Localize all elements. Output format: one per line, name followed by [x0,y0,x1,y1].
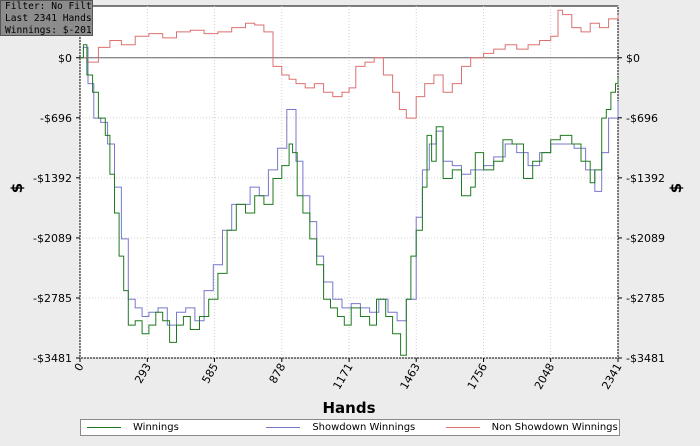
legend-label-winnings: Winnings [133,422,179,433]
y-tick-label: -$2089 [626,232,665,245]
series-line-winnings [80,44,619,356]
y-tick-label: -$3481 [626,352,665,365]
series-lines [80,9,619,356]
legend-label-showdown: Showdown Winnings [312,422,416,433]
y-tick-label: -$2785 [626,292,665,305]
series-line-non-showdown-winnings [80,9,619,119]
winnings-total-text: Winnings: $-201.35 [5,25,92,36]
legend: Winnings Showdown Winnings Non Showdown … [80,419,620,436]
x-tick-label: 1756 [465,361,490,392]
plot-area [79,5,619,359]
x-tick-label: 878 [267,361,289,386]
y-tick-label: -$1392 [626,172,665,185]
y-axis-left: $0 -$696 -$1392 -$2089 -$2785 -$3481 [33,52,80,365]
x-axis-title: Hands [322,399,375,417]
y-tick-label: -$2785 [33,292,72,305]
x-tick-label: 1463 [398,361,423,392]
legend-label-non-showdown: Non Showdown Winnings [491,422,618,433]
legend-swatch-non-showdown [445,427,480,428]
legend-item-winnings: Winnings [81,420,260,435]
hands-count-text: Last 2341 Hands [5,13,92,24]
y-tick-label: -$696 [40,112,72,125]
y-axis-right: $0 -$696 -$1392 -$2089 -$2785 -$3481 [618,52,665,365]
y-tick-label: -$2089 [33,232,72,245]
legend-swatch-showdown [266,427,301,428]
legend-item-showdown: Showdown Winnings [260,420,439,435]
legend-item-non-showdown: Non Showdown Winnings [440,420,619,435]
y-axis-title-left: $ [8,183,26,193]
filter-text: Filter: No Filter [5,1,92,12]
y-axis-title-right: $ [667,183,685,193]
x-tick-label: 2048 [532,361,557,392]
y-tick-label: -$696 [626,112,658,125]
x-tick-label: 293 [132,361,154,386]
x-tick-label: 0 [72,361,87,374]
x-tick-label: 2341 [599,361,624,392]
y-tick-label: $0 [58,52,72,65]
y-tick-label: $0 [626,52,640,65]
legend-swatch-winnings [87,427,121,428]
x-axis: 0 293 585 878 1171 1463 1756 2048 2341 [72,358,625,392]
y-tick-label: -$1392 [33,172,72,185]
x-tick-label: 585 [199,361,221,386]
x-tick-label: 1171 [330,361,355,392]
y-tick-label: -$3481 [33,352,72,365]
info-box: Filter: No Filter Last 2341 Hands Winnin… [0,0,93,36]
